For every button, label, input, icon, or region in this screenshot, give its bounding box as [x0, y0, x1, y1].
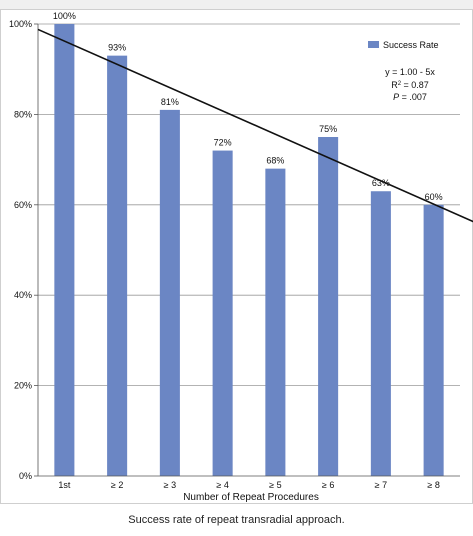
- gridlines: [38, 23, 460, 387]
- y-tick-label: 40%: [14, 290, 32, 300]
- regression-equation: y = 1.00 - 5x: [385, 67, 435, 77]
- data-labels: 100% 93% 81% 72% 68% 75% 63% 60%: [53, 11, 443, 202]
- y-tick-label: 0%: [19, 471, 32, 481]
- data-label: 75%: [319, 124, 337, 134]
- y-tick-label: 20%: [14, 381, 32, 391]
- data-label: 68%: [266, 156, 284, 166]
- bar: [370, 191, 391, 477]
- data-label: 81%: [161, 97, 179, 107]
- y-tick-labels: 0% 20% 40% 60% 80% 100%: [9, 19, 32, 481]
- x-tick-label: 1st: [58, 480, 71, 490]
- bar: [265, 168, 286, 476]
- y-tick-label: 100%: [9, 19, 32, 29]
- bar: [212, 150, 233, 476]
- x-tick-labels: 1st ≥ 2 ≥ 3 ≥ 4 ≥ 5 ≥ 6 ≥ 7 ≥ 8: [58, 480, 439, 490]
- figure-caption: Success rate of repeat transradial appro…: [128, 514, 345, 526]
- x-tick-label: ≥ 8: [427, 480, 439, 490]
- bar: [318, 137, 339, 476]
- success-rate-chart: 0% 20% 40% 60% 80% 100% 1st ≥ 2 ≥ 3 ≥ 4 ≥ 5 ≥ 6 ≥ 7…: [9, 11, 473, 503]
- legend-label: Success Rate: [383, 40, 439, 50]
- top-strip: [0, 0, 473, 9]
- data-label: 72%: [214, 138, 232, 148]
- data-label: 60%: [425, 192, 443, 202]
- bar: [159, 109, 180, 476]
- x-tick-label: ≥ 4: [216, 480, 228, 490]
- data-label: 93%: [108, 43, 126, 53]
- y-tick-label: 80%: [14, 109, 32, 119]
- bars: [54, 24, 444, 477]
- bar: [423, 204, 444, 477]
- data-label: 63%: [372, 178, 390, 188]
- chart-panel: [0, 9, 473, 504]
- x-axis-label: Number of Repeat Procedures: [183, 492, 319, 503]
- legend: Success Rate: [368, 40, 439, 50]
- axes: [34, 23, 460, 477]
- y-tick-label: 60%: [14, 200, 32, 210]
- x-tick-label: ≥ 6: [322, 480, 334, 490]
- x-tick-label: ≥ 5: [269, 480, 281, 490]
- x-tick-label: ≥ 2: [111, 480, 123, 490]
- x-tick-label: ≥ 3: [164, 480, 176, 490]
- trendline: [37, 28, 473, 223]
- r-squared: R2 = 0.87: [391, 80, 429, 90]
- legend-swatch: [368, 41, 379, 48]
- data-label: 100%: [53, 11, 76, 21]
- bar: [54, 24, 75, 476]
- regression-stats: y = 1.00 - 5x R2 = 0.87 P = .007: [385, 67, 435, 102]
- bar: [107, 55, 128, 476]
- p-value: P = .007: [393, 92, 427, 102]
- x-tick-label: ≥ 7: [375, 480, 387, 490]
